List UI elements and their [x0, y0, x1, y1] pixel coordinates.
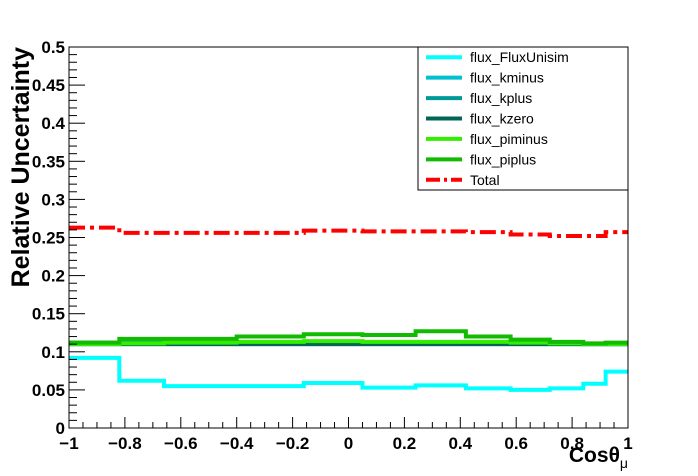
y-tick-label: 0.1: [41, 343, 65, 362]
y-tick-label: 0.15: [32, 305, 65, 324]
x-tick-label: 0.2: [393, 434, 417, 453]
legend-label: flux_kminus: [470, 70, 544, 86]
y-tick-label: 0.4: [41, 114, 65, 133]
series-flux-piplus: [69, 329, 628, 346]
x-tick-label: 0.6: [504, 434, 528, 453]
x-axis-title-subscript: μ: [620, 455, 628, 471]
legend-label: flux_kplus: [470, 90, 532, 106]
x-tick-label: 0.8: [560, 434, 584, 453]
x-tick-label: 0.4: [448, 434, 472, 453]
x-tick-label: −1: [59, 434, 78, 453]
y-tick-label: 0.35: [32, 152, 65, 171]
y-tick-label: 0: [56, 419, 65, 438]
x-tick-label: −0.4: [220, 434, 254, 453]
series-total: [69, 225, 628, 238]
x-tick-label: −0.8: [108, 434, 142, 453]
x-tick-label: 1: [623, 434, 632, 453]
y-tick-label: 0.5: [41, 38, 65, 57]
legend-label: flux_FluxUnisim: [470, 49, 569, 65]
legend-label: flux_piminus: [470, 131, 548, 147]
legend-label: flux_kzero: [470, 111, 534, 127]
legend-label: flux_piplus: [470, 151, 536, 167]
legend: flux_FluxUnisim flux_kminus flux_kplusflux…: [417, 46, 629, 191]
x-axis-title-main: Cosθ: [569, 444, 620, 467]
y-tick-label: 0.25: [32, 229, 65, 248]
axes-layer: −1 −0.8 −0.6 −0.4 −0.2 0 0.2 0.4 0.6 0.8 1 0 0.05 0.1…: [32, 38, 633, 453]
y-axis-title: Relative Uncertainty: [7, 47, 35, 287]
x-axis-title: Cosθμ: [569, 444, 628, 471]
x-tick-label: −0.2: [276, 434, 310, 453]
series-layer: [69, 225, 628, 392]
y-tick-label: 0.45: [32, 76, 65, 95]
legend-label: Total: [470, 172, 500, 188]
y-tick-label: 0.2: [41, 267, 65, 286]
x-tick-label: 0: [344, 434, 353, 453]
y-tick-label: 0.05: [32, 381, 65, 400]
series-flux-fluxunisim: [69, 355, 628, 392]
y-tick-label: 0.3: [41, 190, 65, 209]
x-tick-label: −0.6: [164, 434, 198, 453]
